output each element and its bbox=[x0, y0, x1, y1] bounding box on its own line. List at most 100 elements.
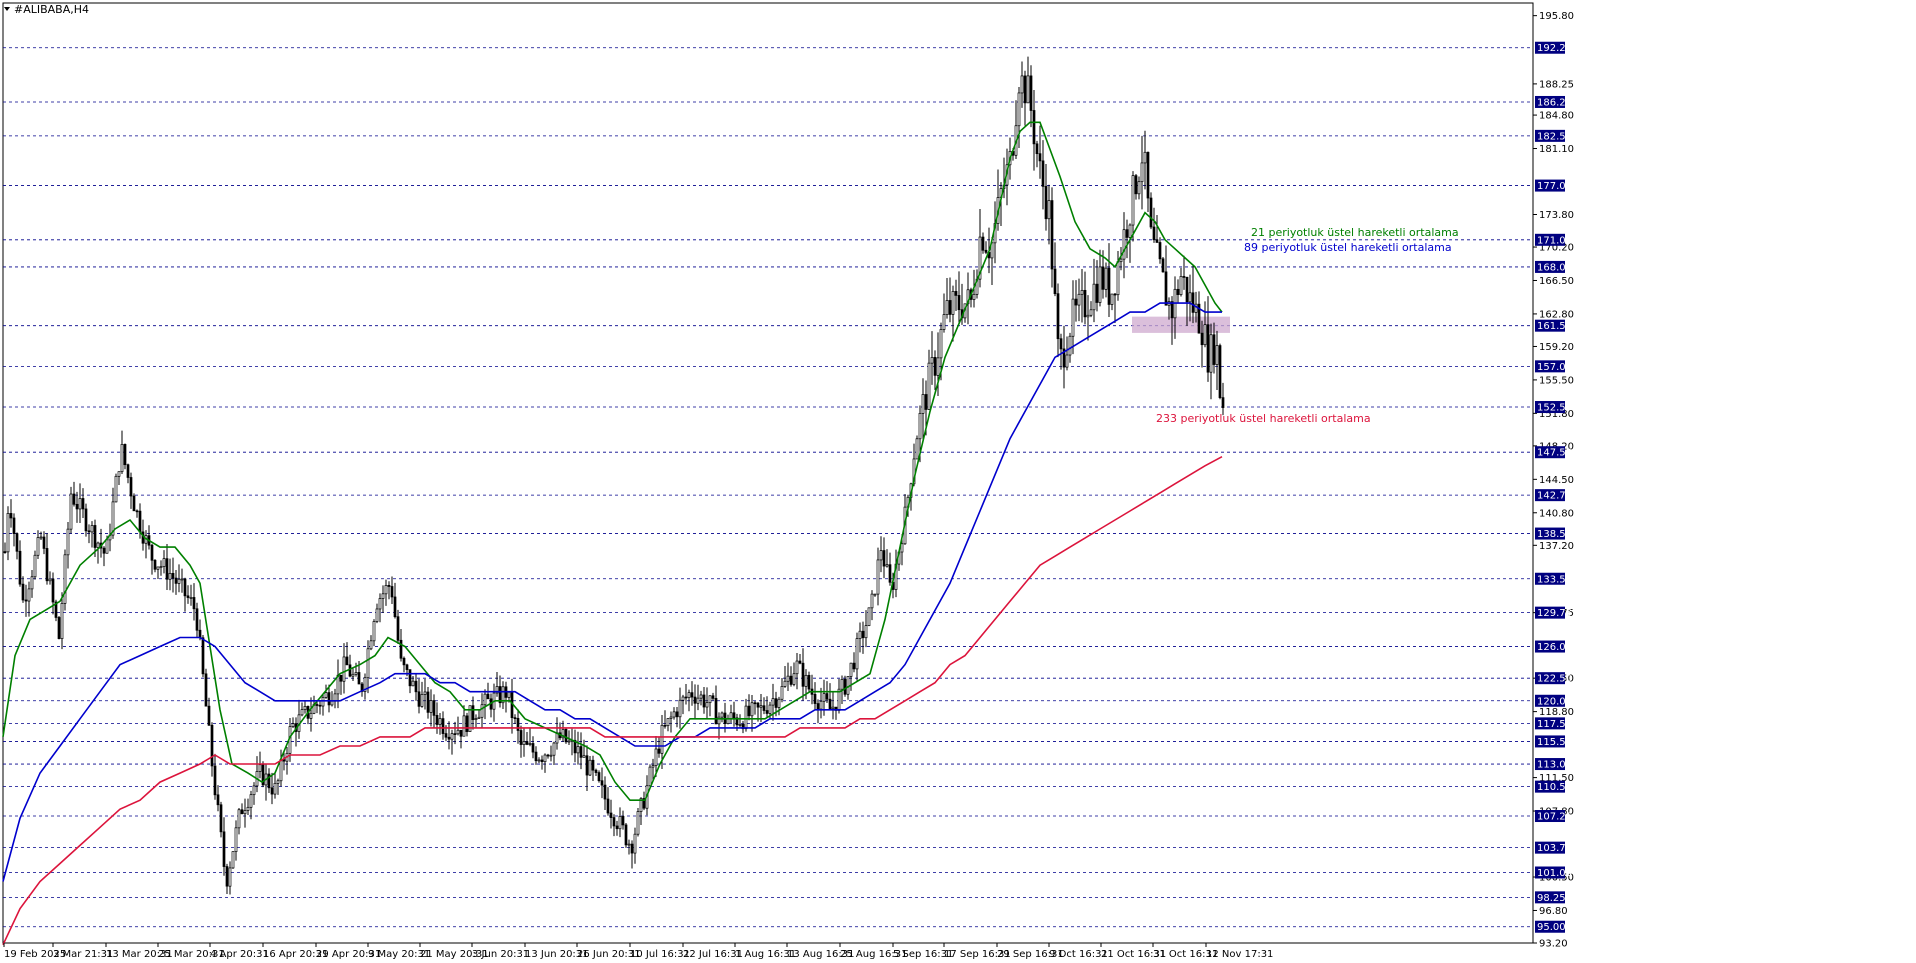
candle[interactable] bbox=[1056, 283, 1060, 358]
candle[interactable] bbox=[66, 521, 70, 569]
candle[interactable] bbox=[786, 662, 790, 692]
candle[interactable] bbox=[954, 279, 958, 311]
candle[interactable] bbox=[456, 716, 460, 736]
candle[interactable] bbox=[945, 277, 949, 319]
candle[interactable] bbox=[633, 827, 637, 864]
candle[interactable] bbox=[84, 503, 88, 537]
candle[interactable] bbox=[1095, 260, 1099, 312]
candle[interactable] bbox=[729, 704, 733, 724]
candle[interactable] bbox=[591, 755, 595, 781]
candle[interactable] bbox=[732, 701, 736, 727]
candle[interactable] bbox=[777, 696, 781, 716]
candle[interactable] bbox=[81, 488, 85, 518]
candle[interactable] bbox=[1107, 243, 1111, 317]
candle[interactable] bbox=[996, 169, 1000, 231]
candle[interactable] bbox=[1143, 130, 1147, 190]
candle[interactable] bbox=[114, 473, 118, 503]
candle[interactable] bbox=[1071, 280, 1075, 355]
candle[interactable] bbox=[267, 768, 271, 794]
candle[interactable] bbox=[1188, 274, 1192, 322]
candle[interactable] bbox=[717, 712, 721, 740]
candle[interactable] bbox=[1158, 237, 1162, 264]
candle[interactable] bbox=[1065, 336, 1069, 371]
candle[interactable] bbox=[984, 241, 988, 255]
candle[interactable] bbox=[1128, 223, 1132, 263]
candle[interactable] bbox=[1164, 245, 1168, 306]
candle[interactable] bbox=[60, 592, 64, 650]
candle[interactable] bbox=[33, 550, 37, 580]
candle[interactable] bbox=[705, 687, 709, 719]
candle[interactable] bbox=[156, 566, 160, 580]
candle[interactable] bbox=[264, 764, 268, 801]
candle[interactable] bbox=[699, 690, 703, 706]
candle[interactable] bbox=[948, 277, 952, 323]
candle[interactable] bbox=[876, 547, 880, 606]
candle[interactable] bbox=[675, 707, 679, 728]
candle[interactable] bbox=[981, 232, 985, 254]
candle[interactable] bbox=[1104, 262, 1108, 298]
candle[interactable] bbox=[159, 560, 163, 576]
candle[interactable] bbox=[630, 840, 634, 869]
ema-line-1[interactable] bbox=[2, 302, 1222, 882]
candle[interactable] bbox=[759, 693, 763, 723]
candle[interactable] bbox=[651, 758, 655, 781]
candle[interactable] bbox=[558, 722, 562, 741]
candle[interactable] bbox=[168, 558, 172, 591]
candle[interactable] bbox=[183, 577, 187, 612]
candle[interactable] bbox=[447, 721, 451, 750]
candle[interactable] bbox=[504, 681, 508, 713]
candle[interactable] bbox=[1044, 164, 1048, 231]
candle[interactable] bbox=[372, 619, 376, 647]
candle[interactable] bbox=[1110, 293, 1114, 311]
candle[interactable] bbox=[582, 739, 586, 758]
candle[interactable] bbox=[339, 674, 343, 695]
candle[interactable] bbox=[813, 682, 817, 710]
candle[interactable] bbox=[42, 531, 46, 555]
candle[interactable] bbox=[597, 770, 601, 783]
candle[interactable] bbox=[27, 581, 31, 617]
candle[interactable] bbox=[957, 271, 961, 325]
candle[interactable] bbox=[762, 697, 766, 715]
candle[interactable] bbox=[525, 731, 529, 746]
candle[interactable] bbox=[783, 665, 787, 688]
candle[interactable] bbox=[384, 579, 388, 606]
candle[interactable] bbox=[549, 745, 553, 762]
candle[interactable] bbox=[1146, 151, 1150, 212]
candle[interactable] bbox=[414, 673, 418, 701]
candle[interactable] bbox=[18, 540, 22, 587]
candle[interactable] bbox=[720, 711, 724, 723]
candle[interactable] bbox=[165, 544, 169, 591]
candle[interactable] bbox=[1167, 297, 1171, 320]
candle[interactable] bbox=[513, 714, 517, 724]
candle[interactable] bbox=[87, 524, 91, 544]
candle[interactable] bbox=[273, 771, 277, 799]
candle[interactable] bbox=[123, 443, 127, 470]
candle[interactable] bbox=[915, 435, 919, 460]
candle[interactable] bbox=[132, 493, 136, 512]
candle[interactable] bbox=[366, 640, 370, 694]
candle[interactable] bbox=[858, 622, 862, 653]
candle[interactable] bbox=[102, 546, 106, 567]
candle[interactable] bbox=[240, 803, 244, 815]
candle[interactable] bbox=[576, 731, 580, 765]
candle[interactable] bbox=[849, 662, 853, 691]
candle[interactable] bbox=[390, 576, 394, 604]
candle[interactable] bbox=[1092, 258, 1096, 323]
candle[interactable] bbox=[243, 798, 247, 828]
candle[interactable] bbox=[792, 662, 796, 687]
candle[interactable] bbox=[1074, 280, 1078, 322]
candle[interactable] bbox=[462, 705, 466, 737]
candle[interactable] bbox=[588, 755, 592, 776]
candle[interactable] bbox=[681, 694, 685, 715]
candle[interactable] bbox=[510, 678, 514, 734]
candle[interactable] bbox=[126, 463, 130, 484]
candle[interactable] bbox=[333, 688, 337, 709]
candle[interactable] bbox=[741, 720, 745, 734]
candle[interactable] bbox=[249, 790, 253, 820]
candle[interactable] bbox=[528, 727, 532, 747]
candle[interactable] bbox=[690, 681, 694, 706]
candle[interactable] bbox=[1062, 325, 1066, 389]
candle[interactable] bbox=[1131, 171, 1135, 242]
candle[interactable] bbox=[1077, 278, 1081, 322]
